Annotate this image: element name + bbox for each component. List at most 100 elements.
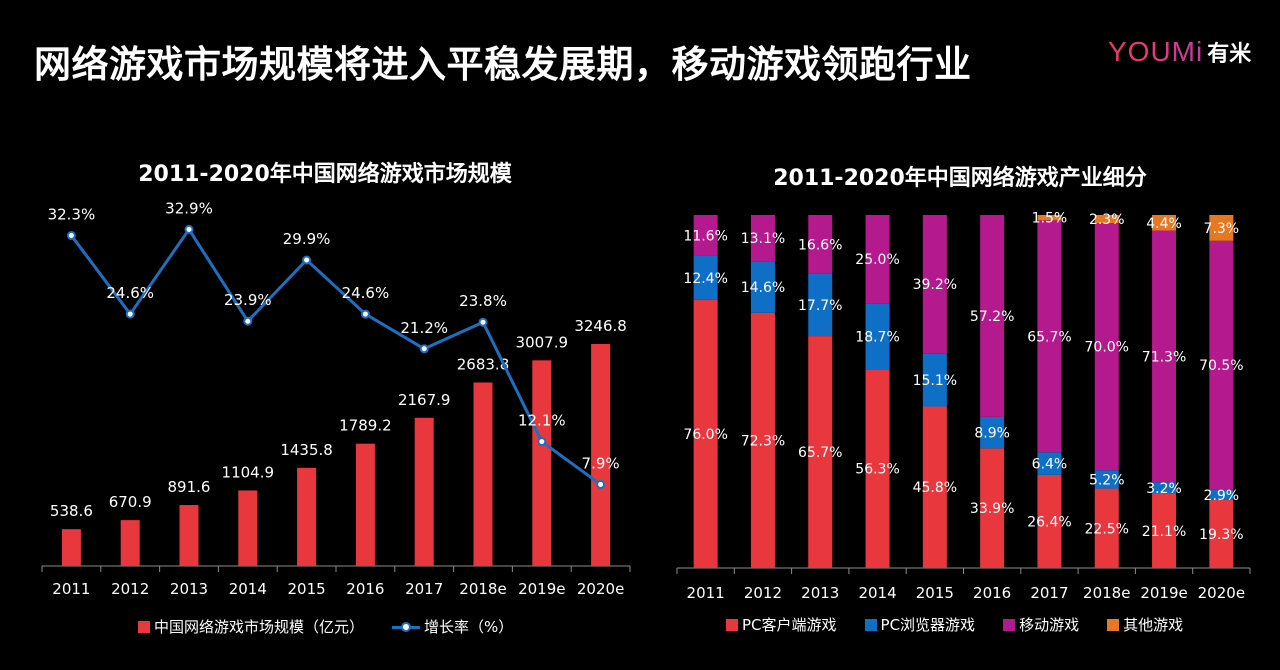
growth-rate-point bbox=[360, 309, 370, 319]
legend-item-market-size: 中国网络游戏市场规模（亿元） bbox=[138, 616, 364, 637]
bar-market-size bbox=[532, 360, 552, 566]
legend-label-market-size: 中国网络游戏市场规模（亿元） bbox=[154, 618, 365, 636]
stacked-segment-pc-client bbox=[750, 312, 775, 568]
left-x-tick-label: 2018e bbox=[459, 580, 506, 598]
stacked-segment-pc-client bbox=[1094, 488, 1119, 568]
stacked-segment-other bbox=[1094, 215, 1119, 224]
bar-value-label: 538.6 bbox=[50, 502, 93, 520]
stacked-segment-label: 19.3% bbox=[1199, 527, 1243, 543]
growth-rate-point bbox=[419, 344, 429, 354]
stacked-segment-mobile bbox=[1152, 230, 1177, 483]
legend-swatch-browser bbox=[864, 618, 877, 631]
growth-rate-label: 12.1% bbox=[518, 412, 566, 430]
bar-market-size bbox=[591, 344, 611, 566]
stacked-segment-label: 65.7% bbox=[1027, 329, 1071, 345]
stacked-segment-pc-client bbox=[865, 369, 890, 568]
growth-rate-point bbox=[125, 309, 135, 319]
stacked-segment-label: 6.4% bbox=[1032, 457, 1068, 473]
legend-item-pc-client: PC客户端游戏 bbox=[726, 614, 837, 635]
stacked-segment-label: 2.3% bbox=[1089, 212, 1125, 228]
stacked-segment-pc-client bbox=[980, 448, 1005, 568]
bar-value-label: 670.9 bbox=[109, 493, 152, 511]
stacked-segment-label: 39.2% bbox=[913, 277, 957, 293]
growth-rate-label: 24.6% bbox=[342, 284, 390, 302]
right-x-tick-label: 2016 bbox=[973, 584, 1011, 602]
stacked-segment-label: 72.3% bbox=[741, 433, 785, 449]
right-x-tick-label: 2012 bbox=[744, 584, 782, 602]
stacked-segment-label: 70.0% bbox=[1085, 340, 1129, 356]
stacked-segment-pc-client bbox=[808, 336, 833, 568]
bar-market-size bbox=[179, 505, 199, 566]
left-x-tick-label: 2015 bbox=[288, 580, 326, 598]
right-chart-title: 2011-2020年中国网络游戏产业细分 bbox=[773, 166, 1147, 191]
stacked-segment-label: 25.0% bbox=[855, 252, 899, 268]
bar-market-size bbox=[120, 520, 140, 566]
growth-rate-label: 21.2% bbox=[400, 319, 448, 337]
stacked-segment-label: 22.5% bbox=[1085, 521, 1129, 537]
stacked-segment-label: 1.5% bbox=[1032, 211, 1068, 227]
stacked-segment-label: 65.7% bbox=[798, 445, 842, 461]
growth-rate-label: 32.3% bbox=[48, 206, 96, 224]
legend-item-growth-rate: 增长率（%） bbox=[392, 616, 513, 637]
growth-rate-point bbox=[596, 479, 606, 489]
stacked-segment-mobile bbox=[750, 215, 775, 262]
stacked-segment-pc-client bbox=[693, 299, 718, 568]
left-chart-title: 2011-2020年中国网络游戏市场规模 bbox=[138, 162, 512, 187]
stacked-segment-label: 12.4% bbox=[683, 271, 727, 287]
growth-rate-point bbox=[537, 437, 547, 447]
legend-swatch-other bbox=[1107, 618, 1120, 631]
growth-rate-label: 29.9% bbox=[283, 230, 331, 248]
right-x-tick-label: 2011 bbox=[687, 584, 725, 602]
growth-rate-label: 7.9% bbox=[582, 454, 620, 472]
stacked-segment-label: 5.2% bbox=[1089, 472, 1125, 488]
stacked-segment-label: 13.1% bbox=[741, 231, 785, 247]
growth-rate-label: 23.8% bbox=[459, 292, 507, 310]
youmi-logo: YOUMi 有米 bbox=[1108, 36, 1251, 68]
legend-swatch-market-size bbox=[138, 620, 150, 633]
right-x-tick-label: 2018e bbox=[1083, 584, 1130, 602]
left-x-tick-label: 2016 bbox=[346, 580, 384, 598]
stacked-segment-label: 21.1% bbox=[1142, 524, 1186, 540]
legend-item-browser: PC浏览器游戏 bbox=[864, 614, 975, 635]
bar-value-label: 1789.2 bbox=[339, 417, 392, 435]
legend-item-other: 其他游戏 bbox=[1107, 614, 1183, 635]
bar-market-size bbox=[414, 417, 434, 566]
right-chart-legend: PC客户端游戏 PC浏览器游戏 移动游戏 其他游戏 bbox=[726, 614, 1211, 635]
stacked-segment-mobile bbox=[1209, 240, 1234, 490]
stacked-segment-label: 57.2% bbox=[970, 309, 1014, 325]
logo-wordmark: YOUMi bbox=[1108, 36, 1204, 67]
legend-label-pc-client: PC客户端游戏 bbox=[742, 616, 837, 634]
stacked-segment-label: 70.5% bbox=[1199, 358, 1243, 374]
right-x-tick-label: 2017 bbox=[1030, 584, 1068, 602]
stacked-segment-label: 4.4% bbox=[1146, 216, 1182, 232]
stacked-segment-pc-client bbox=[1209, 499, 1234, 568]
legend-swatch-mobile bbox=[1003, 618, 1016, 631]
growth-rate-point bbox=[478, 317, 488, 327]
stacked-segment-browser bbox=[808, 273, 833, 337]
left-x-tick-label: 2013 bbox=[170, 580, 208, 598]
stacked-segment-label: 26.4% bbox=[1027, 514, 1071, 530]
growth-rate-label: 24.6% bbox=[106, 284, 154, 302]
stacked-segment-label: 16.6% bbox=[798, 237, 842, 253]
growth-rate-point bbox=[243, 316, 253, 326]
left-x-tick-label: 2012 bbox=[111, 580, 149, 598]
bar-market-size bbox=[355, 443, 375, 566]
right-x-tick-label: 2020e bbox=[1198, 584, 1245, 602]
bar-market-size bbox=[61, 529, 81, 566]
stacked-segment-browser bbox=[693, 255, 718, 300]
left-x-tick-label: 2011 bbox=[52, 580, 90, 598]
growth-rate-point bbox=[302, 255, 312, 265]
growth-rate-label: 32.9% bbox=[165, 199, 213, 217]
stacked-segment-label: 7.3% bbox=[1204, 221, 1240, 237]
stacked-segment-label: 18.7% bbox=[855, 329, 899, 345]
stacked-segment-label: 56.3% bbox=[855, 462, 899, 478]
page-title: 网络游戏市场规模将进入平稳发展期，移动游戏领跑行业 bbox=[34, 43, 972, 86]
stacked-segment-label: 45.8% bbox=[913, 480, 957, 496]
stacked-segment-mobile bbox=[693, 215, 718, 256]
growth-rate-line bbox=[70, 226, 602, 486]
left-x-tick-label: 2017 bbox=[405, 580, 443, 598]
bar-value-label: 1435.8 bbox=[280, 441, 333, 459]
bar-value-label: 3007.9 bbox=[516, 333, 569, 351]
stacked-segment-label: 8.9% bbox=[974, 426, 1010, 442]
